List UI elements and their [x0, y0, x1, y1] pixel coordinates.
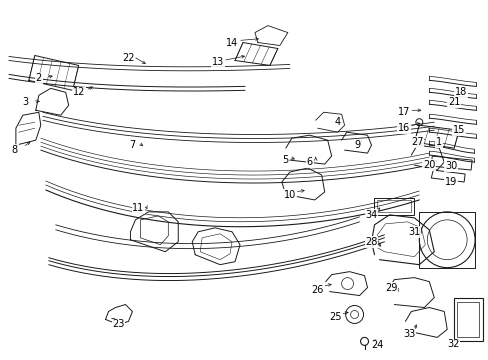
Text: 30: 30 [444, 161, 456, 171]
Text: 31: 31 [407, 227, 420, 237]
Text: 19: 19 [444, 177, 456, 187]
Text: 18: 18 [454, 87, 467, 97]
Text: 3: 3 [23, 97, 29, 107]
Text: 1: 1 [435, 137, 442, 147]
Text: 2: 2 [36, 73, 42, 84]
Text: 13: 13 [211, 58, 224, 67]
Text: 11: 11 [132, 203, 144, 213]
Text: 24: 24 [370, 340, 383, 350]
Text: 6: 6 [306, 157, 312, 167]
Text: 5: 5 [281, 155, 287, 165]
Text: 17: 17 [397, 107, 410, 117]
Text: 26: 26 [311, 284, 323, 294]
Text: 15: 15 [452, 125, 465, 135]
Text: 9: 9 [354, 140, 360, 150]
Text: 20: 20 [422, 160, 435, 170]
Text: 8: 8 [12, 145, 18, 155]
Text: 16: 16 [397, 123, 409, 133]
Text: 12: 12 [72, 87, 84, 97]
Text: 29: 29 [385, 283, 397, 293]
Text: 27: 27 [410, 137, 423, 147]
Text: 33: 33 [403, 329, 415, 339]
Text: 4: 4 [334, 117, 340, 127]
Text: 25: 25 [329, 312, 341, 323]
Text: 32: 32 [446, 339, 458, 349]
Text: 10: 10 [283, 190, 295, 200]
Text: 34: 34 [365, 210, 377, 220]
Text: 14: 14 [225, 37, 238, 48]
Text: 28: 28 [365, 237, 377, 247]
Text: 22: 22 [122, 54, 134, 63]
Text: 7: 7 [129, 140, 135, 150]
Text: 21: 21 [447, 97, 459, 107]
Text: 23: 23 [112, 319, 124, 329]
